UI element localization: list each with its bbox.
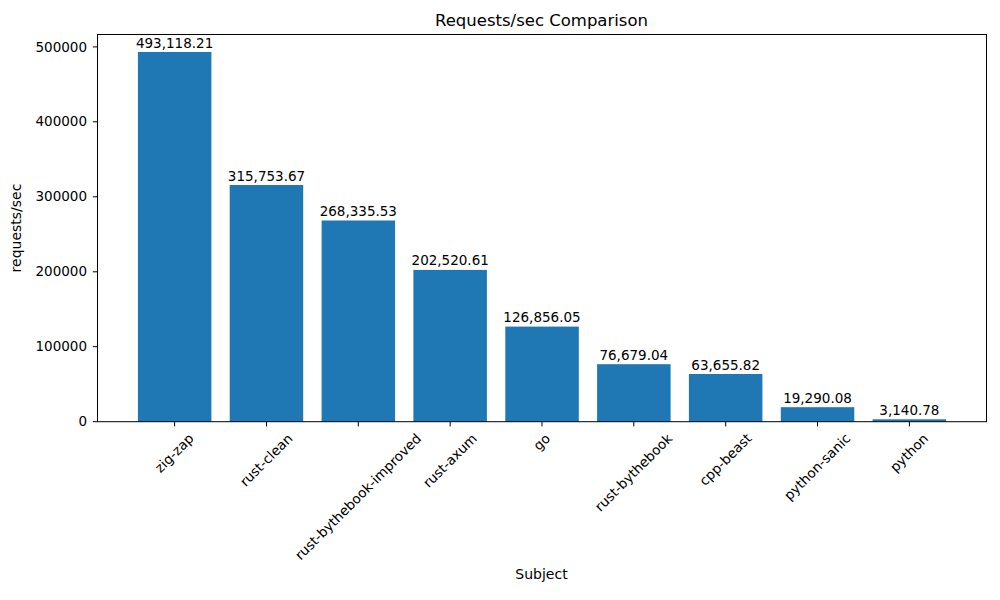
bar-value-label: 3,140.78 xyxy=(879,402,939,418)
x-axis-title: Subject xyxy=(515,566,568,582)
bar xyxy=(505,327,579,422)
bars-group xyxy=(138,52,946,422)
x-tick-label: python xyxy=(887,430,932,475)
chart-title: Requests/sec Comparison xyxy=(435,11,648,30)
y-tick-label: 400000 xyxy=(35,113,87,129)
y-axis: 0 100000 200000 300000 400000 500000 xyxy=(35,39,97,430)
chart-figure: 493,118.21 315,753.67 268,335.53 202,520.61… xyxy=(0,0,1000,600)
y-tick-label: 100000 xyxy=(35,338,87,354)
x-axis: zig-zap rust-cleanrust-bythebook-improved… xyxy=(151,422,931,563)
y-axis-title: requests/sec xyxy=(8,184,24,273)
bar-value-label: 268,335.53 xyxy=(320,203,397,219)
bar-value-label: 76,679.04 xyxy=(599,347,668,363)
x-tick-label: rust-clean xyxy=(236,430,295,489)
y-tick-label: 300000 xyxy=(35,188,87,204)
x-tick-label: zig-zap xyxy=(151,430,196,475)
x-tick-label: cpp-beast xyxy=(696,430,755,489)
bar xyxy=(597,364,671,422)
y-tick-label: 200000 xyxy=(35,263,87,279)
bar xyxy=(230,185,304,422)
bar xyxy=(138,52,212,422)
bar xyxy=(322,221,396,422)
y-tick-label: 0 xyxy=(78,413,87,429)
bar xyxy=(689,374,763,422)
bar xyxy=(413,270,487,422)
x-tick-label: python-sanic xyxy=(781,430,854,503)
bar-value-label: 202,520.61 xyxy=(412,252,489,268)
bar-value-label: 493,118.21 xyxy=(136,35,213,51)
x-tick-label: go xyxy=(530,430,553,453)
bar-value-label: 63,655.82 xyxy=(691,357,760,373)
x-tick-label: rust-axum xyxy=(420,430,480,490)
bar-chart: 493,118.21 315,753.67 268,335.53 202,520.61… xyxy=(0,0,1000,600)
x-tick-label: rust-bythebook-improved xyxy=(291,430,424,563)
x-tick-label: rust-bythebook xyxy=(591,430,675,514)
bar xyxy=(781,407,855,422)
bar-value-label: 315,753.67 xyxy=(228,168,305,184)
y-tick-label: 500000 xyxy=(35,39,87,55)
bar-value-label: 126,856.05 xyxy=(503,309,580,325)
bar-value-label: 19,290.08 xyxy=(783,390,852,406)
